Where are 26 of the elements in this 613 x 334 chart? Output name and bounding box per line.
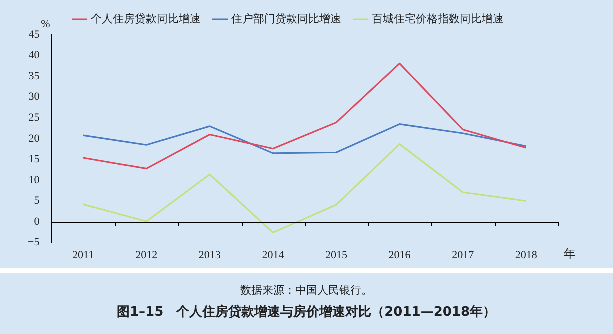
x-tick-label: 2014 [262, 249, 285, 262]
legend-label: 个人住房贷款同比增速 [90, 12, 201, 26]
y-tick-label: 40 [28, 50, 40, 62]
legend-label: 百城住宅价格指数同比增速 [372, 12, 504, 26]
legend-label: 住户部门贷款同比增速 [231, 12, 342, 26]
y-tick-label: 15 [28, 154, 40, 166]
x-tick-label: 2012 [136, 249, 158, 262]
y-tick-label: 45 [28, 28, 40, 41]
y-tick-label: 35 [28, 70, 40, 82]
x-tick-label: 2011 [72, 249, 94, 262]
y-tick-label: 5 [34, 195, 40, 208]
x-tick-label: 2017 [452, 249, 475, 262]
source-note: 数据来源：中国人民银行。 [240, 283, 374, 298]
y-tick-label: −5 [28, 236, 40, 249]
x-tick-label: 2016 [388, 249, 412, 262]
x-tick-label: 2013 [198, 249, 222, 262]
y-tick-label: 30 [28, 91, 40, 104]
x-tick-label: 2015 [325, 249, 348, 262]
y-tick-label: 25 [28, 112, 40, 124]
y-tick-label: 10 [28, 174, 40, 186]
y-axis-title: % [41, 18, 50, 30]
y-tick-label: 0 [34, 216, 40, 228]
x-axis-title: 年 [564, 246, 576, 261]
text: 图1–15 个人住房贷款增速与房价增速对比（2011—2018年） [116, 304, 497, 321]
y-tick-label: 20 [28, 132, 40, 145]
x-tick-label: 2018 [515, 249, 538, 262]
